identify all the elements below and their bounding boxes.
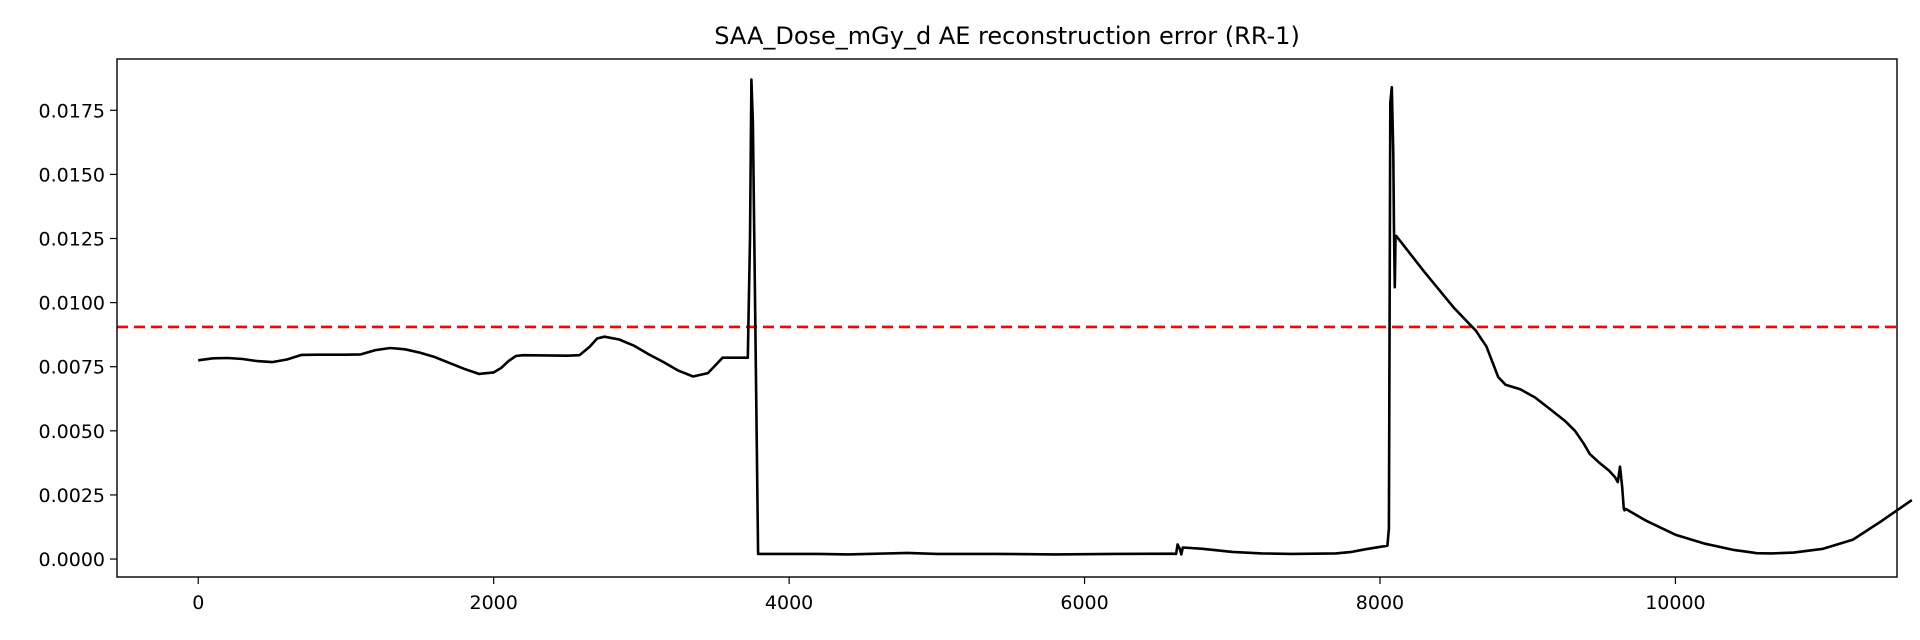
y-tick-label: 0.0100 (39, 293, 105, 315)
x-tick-label: 10000 (1645, 592, 1705, 614)
y-tick-label: 0.0075 (39, 357, 105, 379)
chart-title: SAA_Dose_mGy_d AE reconstruction error (… (714, 22, 1300, 50)
x-tick-label: 0 (192, 592, 204, 614)
y-axis: 0.0000 0.0025 0.0050 0.0075 0.0100 0.0125 0.01… (39, 100, 117, 571)
y-tick-label: 0.0000 (39, 549, 105, 571)
series-line (198, 78, 1913, 556)
y-tick-label: 0.0150 (39, 164, 105, 186)
x-tick-label: 4000 (765, 592, 813, 614)
x-tick-label: 2000 (470, 592, 518, 614)
y-tick-label: 0.0025 (39, 485, 105, 507)
x-tick-label: 8000 (1356, 592, 1404, 614)
y-tick-label: 0.0050 (39, 421, 105, 443)
x-tick-label: 6000 (1060, 592, 1108, 614)
y-tick-label: 0.0175 (39, 100, 105, 122)
y-tick-label: 0.0125 (39, 229, 105, 251)
plot-layer (117, 78, 1913, 556)
plot-frame (116, 58, 1898, 578)
x-axis: 0 2000 4000 6000 8000 10000 (192, 577, 1706, 614)
